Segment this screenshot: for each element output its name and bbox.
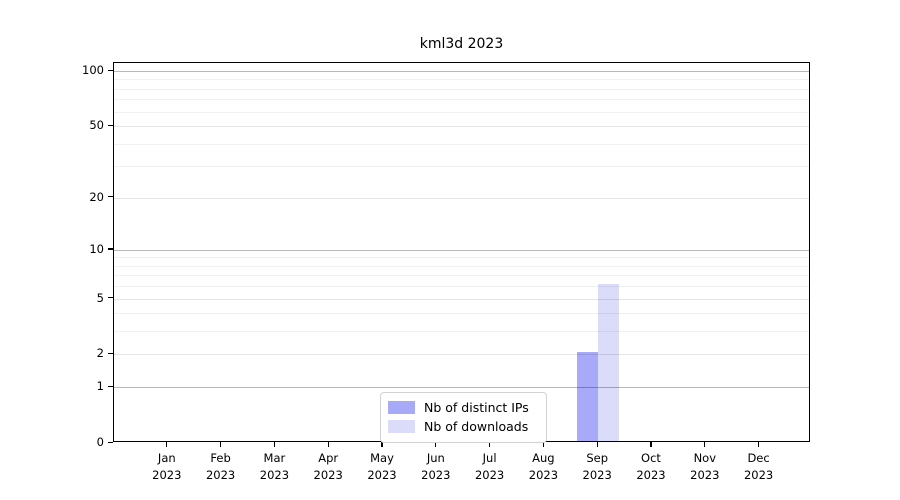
x-tick-label: May 2023 bbox=[354, 450, 410, 483]
legend-entry-distinct-ips: Nb of distinct IPs bbox=[381, 398, 546, 417]
x-tick bbox=[435, 442, 437, 447]
gridline bbox=[114, 331, 809, 333]
legend-label: Nb of distinct IPs bbox=[424, 400, 529, 415]
legend-entry-downloads: Nb of downloads bbox=[381, 417, 546, 436]
x-tick-month: Jul bbox=[482, 451, 497, 465]
x-tick-year: 2023 bbox=[259, 467, 290, 482]
y-tick-label: 5 bbox=[96, 290, 104, 305]
x-tick-year: 2023 bbox=[636, 467, 666, 482]
x-tick-label: Dec 2023 bbox=[731, 450, 787, 483]
x-tick bbox=[757, 442, 760, 447]
y-tick bbox=[108, 441, 113, 443]
y-tick-label: 1 bbox=[96, 379, 104, 394]
y-tick bbox=[108, 124, 113, 126]
gridline bbox=[114, 88, 809, 90]
gridline bbox=[114, 257, 809, 259]
gridline bbox=[114, 286, 809, 288]
gridline bbox=[114, 71, 809, 72]
gridline bbox=[114, 313, 809, 315]
gridline bbox=[114, 99, 809, 101]
y-tick-label: 100 bbox=[82, 63, 104, 77]
gridline bbox=[114, 79, 809, 81]
gridline bbox=[114, 143, 809, 145]
bar-distinct-ips bbox=[577, 352, 599, 441]
x-tick-month: Dec bbox=[747, 451, 770, 465]
gridline bbox=[114, 387, 809, 389]
plot-area: Nb of distinct IPs Nb of downloads bbox=[113, 62, 810, 443]
x-tick-year: 2023 bbox=[690, 467, 720, 482]
x-tick bbox=[327, 442, 329, 447]
x-tick-year: 2023 bbox=[152, 467, 182, 482]
x-tick bbox=[596, 442, 598, 447]
x-tick-month: Nov bbox=[693, 451, 717, 465]
x-tick-month: Aug bbox=[532, 451, 555, 465]
x-tick-month: Jun bbox=[426, 451, 445, 465]
x-tick bbox=[488, 442, 491, 447]
x-tick-year: 2023 bbox=[474, 467, 505, 482]
legend: Nb of distinct IPs Nb of downloads bbox=[380, 392, 547, 443]
x-tick-label: Feb 2023 bbox=[193, 450, 249, 483]
x-tick bbox=[650, 442, 652, 447]
x-tick-label: Oct 2023 bbox=[623, 450, 679, 483]
x-tick-label: Nov 2023 bbox=[677, 450, 733, 483]
x-tick-label: Jul 2023 bbox=[462, 450, 518, 483]
x-tick-month: May bbox=[370, 451, 394, 465]
gridline bbox=[114, 275, 809, 277]
x-tick-year: 2023 bbox=[582, 467, 612, 482]
gridline bbox=[114, 249, 809, 251]
y-tick-label: 50 bbox=[89, 118, 104, 133]
x-tick-year: 2023 bbox=[313, 467, 343, 482]
x-tick-month: Apr bbox=[318, 451, 339, 465]
legend-label: Nb of downloads bbox=[424, 419, 529, 434]
bar-downloads bbox=[598, 284, 620, 441]
x-tick bbox=[219, 442, 222, 447]
x-tick-label: Mar 2023 bbox=[246, 450, 302, 483]
x-tick-year: 2023 bbox=[421, 467, 451, 482]
gridline bbox=[114, 166, 809, 168]
x-tick-month: Jan bbox=[157, 451, 176, 465]
y-tick bbox=[108, 297, 113, 299]
y-tick-label: 0 bbox=[96, 435, 104, 449]
x-tick bbox=[381, 442, 383, 447]
y-tick bbox=[108, 385, 113, 387]
x-tick-month: Oct bbox=[641, 451, 661, 465]
x-tick-month: Sep bbox=[586, 451, 609, 465]
gridline bbox=[114, 265, 809, 267]
y-tick-label: 20 bbox=[89, 189, 104, 204]
x-tick bbox=[166, 442, 168, 447]
y-tick-label: 10 bbox=[89, 241, 104, 256]
x-tick-year: 2023 bbox=[743, 467, 774, 482]
x-tick-month: Mar bbox=[263, 451, 286, 465]
gridline bbox=[114, 354, 809, 356]
x-tick bbox=[542, 442, 545, 447]
legend-swatch bbox=[388, 401, 415, 414]
legend-swatch bbox=[388, 420, 415, 433]
gridline bbox=[114, 111, 809, 113]
x-tick-label: Jan 2023 bbox=[139, 450, 195, 483]
y-tick bbox=[108, 248, 113, 250]
x-tick-label: Apr 2023 bbox=[300, 450, 356, 483]
y-tick bbox=[108, 196, 113, 198]
x-tick-label: Sep 2023 bbox=[569, 450, 625, 483]
x-tick-label: Jun 2023 bbox=[408, 450, 464, 483]
y-tick bbox=[108, 352, 113, 355]
x-tick-year: 2023 bbox=[205, 467, 236, 482]
x-tick-year: 2023 bbox=[528, 467, 559, 482]
x-tick bbox=[273, 442, 276, 447]
x-tick-month: Feb bbox=[210, 451, 231, 465]
gridline bbox=[114, 197, 809, 199]
chart-title: kml3d 2023 bbox=[419, 36, 504, 52]
y-tick bbox=[108, 69, 113, 71]
x-tick-label: Aug 2023 bbox=[515, 450, 571, 483]
gridline bbox=[114, 126, 809, 128]
y-tick-label: 2 bbox=[96, 346, 104, 361]
x-tick-year: 2023 bbox=[367, 467, 397, 482]
x-tick bbox=[704, 442, 706, 447]
gridline bbox=[114, 298, 809, 300]
